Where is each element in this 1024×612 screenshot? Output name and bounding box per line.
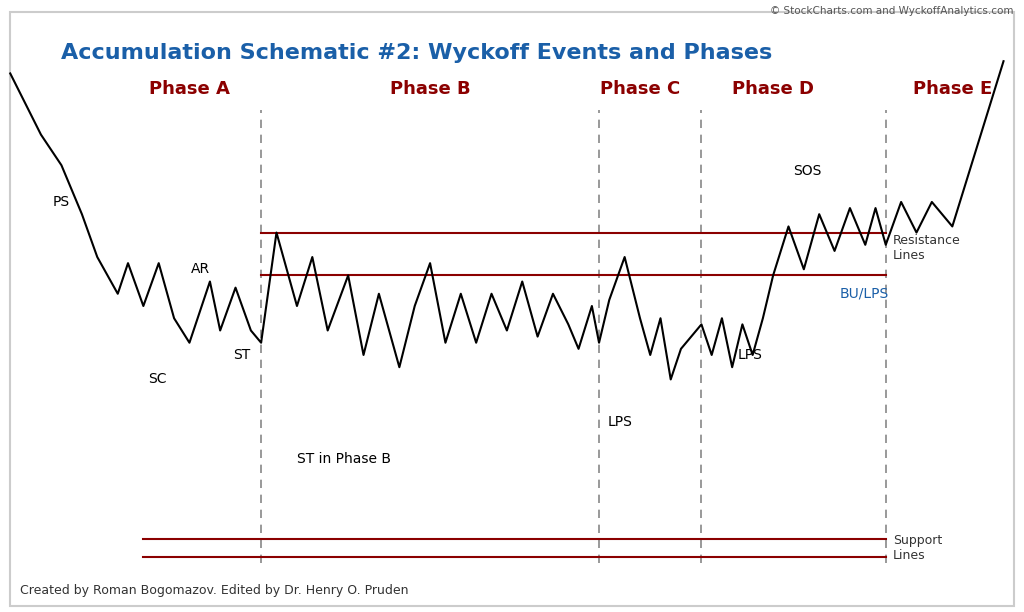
Text: © StockCharts.com and WyckoffAnalytics.com: © StockCharts.com and WyckoffAnalytics.c… <box>770 6 1014 16</box>
Text: SC: SC <box>148 373 167 386</box>
FancyBboxPatch shape <box>10 12 1014 606</box>
Text: Accumulation Schematic #2: Wyckoff Events and Phases: Accumulation Schematic #2: Wyckoff Event… <box>61 43 773 63</box>
Text: Resistance
Lines: Resistance Lines <box>893 234 961 262</box>
Text: Support
Lines: Support Lines <box>893 534 942 562</box>
Text: BU/LPS: BU/LPS <box>840 287 889 300</box>
Text: PS: PS <box>52 195 70 209</box>
Text: ST in Phase B: ST in Phase B <box>297 452 391 466</box>
Text: SOS: SOS <box>794 165 822 178</box>
Text: LPS: LPS <box>737 348 762 362</box>
Text: Created by Roman Bogomazov. Edited by Dr. Henry O. Pruden: Created by Roman Bogomazov. Edited by Dr… <box>20 584 409 597</box>
Text: Phase A: Phase A <box>150 80 229 98</box>
Text: Phase B: Phase B <box>390 80 470 98</box>
Text: Phase C: Phase C <box>600 80 680 98</box>
Text: AR: AR <box>190 263 210 276</box>
Text: Phase D: Phase D <box>732 80 814 98</box>
Text: LPS: LPS <box>608 416 633 429</box>
Text: Phase E: Phase E <box>912 80 992 98</box>
Text: ST: ST <box>233 348 251 362</box>
